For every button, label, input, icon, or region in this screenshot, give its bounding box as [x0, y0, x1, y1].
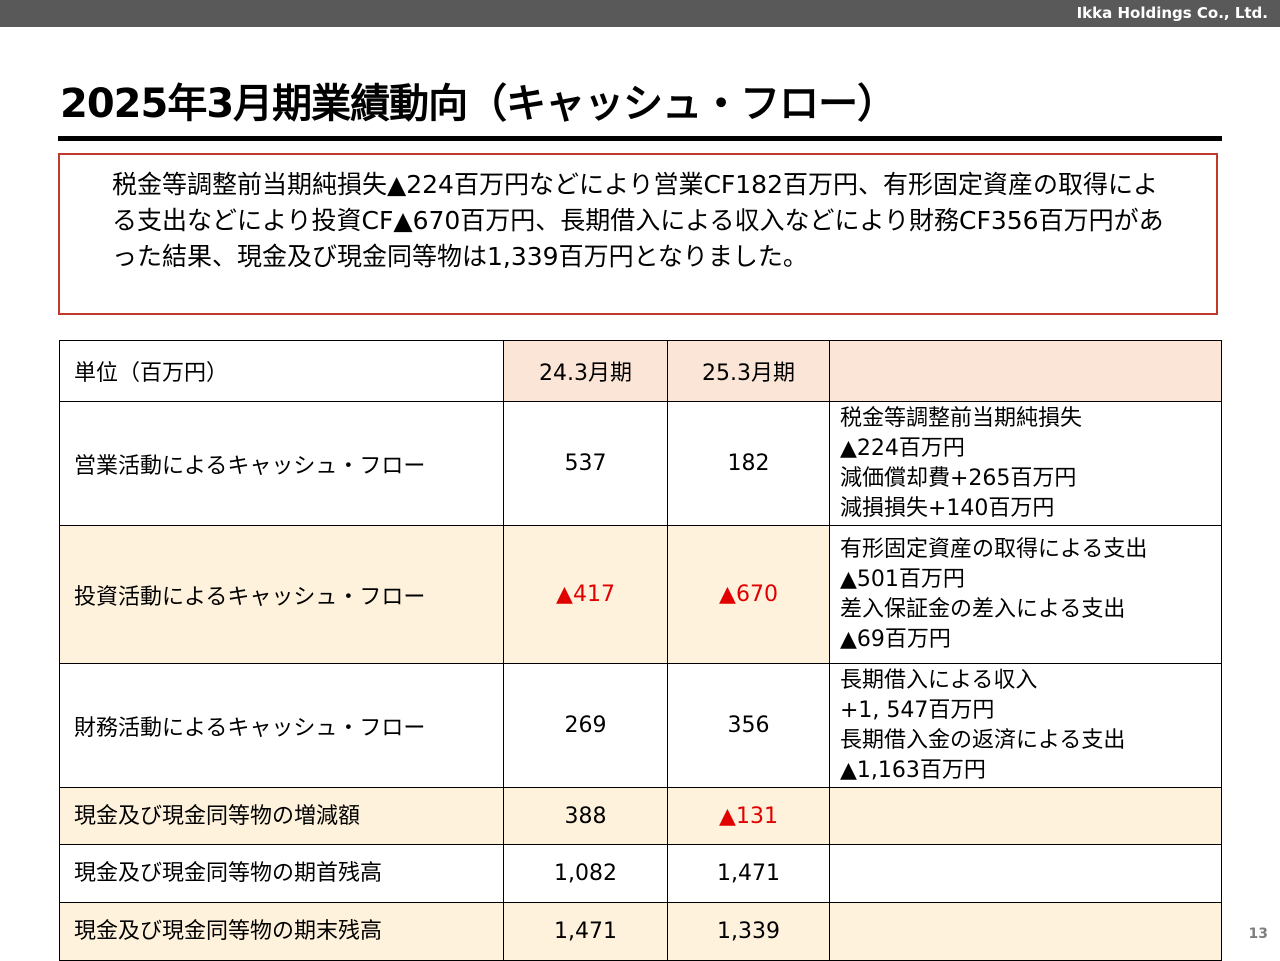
value-2024: ▲417	[503, 525, 668, 664]
unit-label: 単位（百万円）	[59, 340, 504, 402]
row-label: 営業活動によるキャッシュ・フロー	[59, 401, 504, 526]
table-row-net-change: 現金及び現金同等物の増減額 388 ▲131	[59, 787, 1222, 845]
note-line: ▲224百万円	[840, 435, 965, 461]
row-notes	[829, 902, 1222, 961]
value-2025: ▲670	[667, 525, 830, 664]
note-line: 減損損失+140百万円	[840, 495, 1055, 521]
note-line: ▲69百万円	[840, 626, 951, 652]
row-notes: 長期借入による収入 +1, 547百万円 長期借入金の返済による支出 ▲1,16…	[829, 663, 1222, 788]
table-row-operating: 営業活動によるキャッシュ・フロー 537 182 税金等調整前当期純損失 ▲22…	[59, 401, 1222, 526]
note-line: +1, 547百万円	[840, 697, 995, 723]
top-bar: Ikka Holdings Co., Ltd.	[0, 0, 1280, 27]
cash-flow-table: 単位（百万円） 24.3月期 25.3月期 営業活動によるキャッシュ・フロー 5…	[59, 340, 1222, 961]
value-2025: 1,471	[667, 844, 830, 903]
page-title: 2025年3月期業績動向（キャッシュ・フロー）	[60, 81, 897, 127]
note-line: 税金等調整前当期純損失	[840, 405, 1083, 431]
summary-text: 税金等調整前当期純損失▲224百万円などにより営業CF182百万円、有形固定資産…	[112, 170, 1164, 271]
table-row-beginning-balance: 現金及び現金同等物の期首残高 1,082 1,471	[59, 844, 1222, 903]
value-2025: ▲131	[667, 787, 830, 845]
title-underline	[58, 136, 1222, 141]
row-notes: 税金等調整前当期純損失 ▲224百万円 減価償却費+265百万円 減損損失+14…	[829, 401, 1222, 526]
row-label: 投資活動によるキャッシュ・フロー	[59, 525, 504, 664]
value-2024: 537	[503, 401, 668, 526]
note-line: 長期借入による収入	[840, 667, 1038, 693]
note-line: 有形固定資産の取得による支出	[840, 536, 1148, 562]
row-notes	[829, 844, 1222, 903]
notes-header	[829, 340, 1222, 402]
row-label: 現金及び現金同等物の期首残高	[59, 844, 504, 903]
row-notes: 有形固定資産の取得による支出 ▲501百万円 差入保証金の差入による支出 ▲69…	[829, 525, 1222, 664]
row-label: 現金及び現金同等物の増減額	[59, 787, 504, 845]
value-2024: 269	[503, 663, 668, 788]
row-label: 現金及び現金同等物の期末残高	[59, 902, 504, 961]
value-2024: 388	[503, 787, 668, 845]
period-header-2024: 24.3月期	[503, 340, 668, 402]
value-2024: 1,082	[503, 844, 668, 903]
row-notes	[829, 787, 1222, 845]
table-row-investing: 投資活動によるキャッシュ・フロー ▲417 ▲670 有形固定資産の取得による支…	[59, 525, 1222, 664]
note-line: ▲501百万円	[840, 566, 965, 592]
value-2025: 1,339	[667, 902, 830, 961]
table-header-row: 単位（百万円） 24.3月期 25.3月期	[59, 340, 1222, 402]
table-row-financing: 財務活動によるキャッシュ・フロー 269 356 長期借入による収入 +1, 5…	[59, 663, 1222, 788]
page-number: 13	[1248, 926, 1268, 942]
table-row-ending-balance: 現金及び現金同等物の期末残高 1,471 1,339	[59, 902, 1222, 961]
summary-box: 税金等調整前当期純損失▲224百万円などにより営業CF182百万円、有形固定資産…	[58, 153, 1218, 315]
note-line: 長期借入金の返済による支出	[840, 727, 1126, 753]
row-label: 財務活動によるキャッシュ・フロー	[59, 663, 504, 788]
value-2025: 356	[667, 663, 830, 788]
value-2024: 1,471	[503, 902, 668, 961]
note-line: 差入保証金の差入による支出	[840, 596, 1126, 622]
note-line: 減価償却費+265百万円	[840, 465, 1077, 491]
period-header-2025: 25.3月期	[667, 340, 830, 402]
value-2025: 182	[667, 401, 830, 526]
note-line: ▲1,163百万円	[840, 757, 986, 783]
company-name: Ikka Holdings Co., Ltd.	[1076, 4, 1268, 22]
